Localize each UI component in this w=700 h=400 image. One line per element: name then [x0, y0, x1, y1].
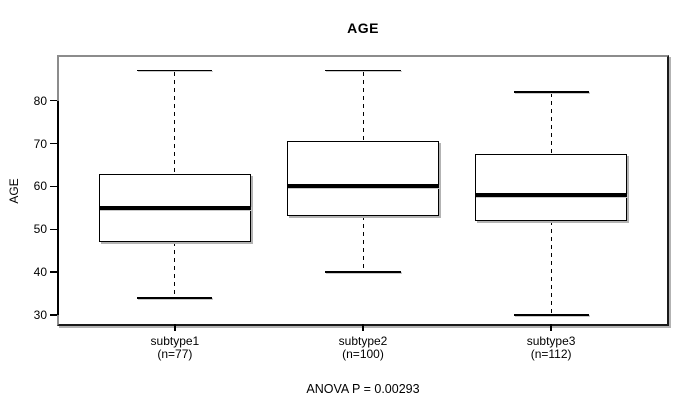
- group-name-label: subtype1: [150, 334, 200, 348]
- y-axis-tick-label: 30: [33, 308, 47, 322]
- group-name-label: subtype3: [526, 334, 576, 348]
- lower-whisker: [550, 220, 552, 315]
- iqr-box: [475, 154, 628, 221]
- x-axis-tick: [362, 324, 364, 331]
- lower-whisker: [174, 242, 176, 298]
- x-axis-group-label: subtype3 (n=112): [471, 335, 631, 361]
- upper-whisker-cap: [137, 69, 213, 72]
- lower-whisker-cap: [137, 297, 213, 299]
- upper-whisker: [362, 71, 364, 142]
- y-axis-tick: [50, 271, 57, 273]
- upper-whisker-cap: [325, 69, 401, 72]
- y-axis-tick-label: 50: [33, 222, 47, 237]
- group-name-label: subtype2: [338, 334, 388, 348]
- chart-title: AGE: [347, 20, 379, 36]
- lower-whisker-cap: [513, 314, 589, 316]
- y-axis-tick: [50, 185, 57, 188]
- x-axis-group-label: subtype2 (n=100): [283, 335, 443, 361]
- median-line: [475, 193, 628, 197]
- iqr-box: [287, 141, 439, 217]
- median-line: [287, 184, 439, 189]
- upper-whisker-cap: [513, 91, 589, 93]
- group-n-label: (n=112): [530, 347, 572, 361]
- median-line: [98, 205, 251, 210]
- y-axis-line: [57, 100, 59, 315]
- anova-p-value: ANOVA P = 0.00293: [306, 382, 420, 396]
- y-axis-tick-label: 40: [33, 265, 47, 280]
- y-axis-tick-label: 70: [33, 136, 47, 151]
- plot-area: 30 40 50 60 70 80 subtype1 (n=77) subtype2 (n=100…: [34, 55, 669, 361]
- x-axis-tick: [550, 324, 552, 331]
- lower-whisker-cap: [325, 271, 401, 273]
- group-n-label: (n=100): [342, 347, 384, 361]
- y-axis-tick: [50, 99, 57, 102]
- y-axis-tick: [50, 142, 57, 145]
- y-axis-tick-label: 80: [33, 93, 47, 108]
- group-n-label: (n=77): [157, 347, 193, 361]
- x-axis-tick: [174, 324, 176, 331]
- y-axis-tick: [50, 228, 57, 231]
- x-axis-group-label: subtype1 (n=77): [95, 335, 255, 361]
- y-axis-tick-label: 60: [33, 179, 47, 194]
- upper-whisker: [550, 93, 552, 155]
- y-axis-tick: [50, 314, 57, 316]
- lower-whisker: [362, 216, 364, 273]
- upper-whisker: [174, 71, 176, 174]
